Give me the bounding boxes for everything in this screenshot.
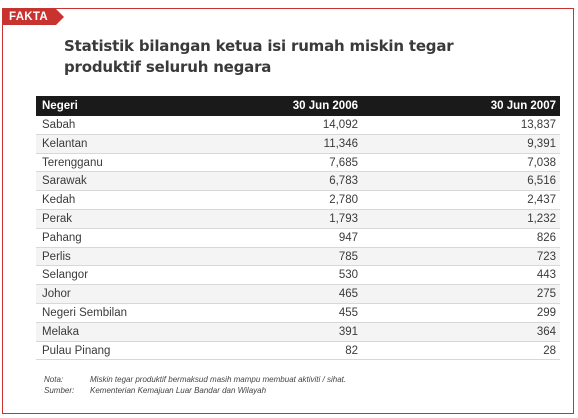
source-line: Sumber: Kementerian Kemajuan Luar Bandar …	[44, 385, 524, 396]
state-cell: Pulau Pinang	[42, 344, 111, 357]
value-2006-cell: 465	[338, 288, 358, 301]
value-2006-cell: 785	[338, 250, 358, 263]
value-2007-cell: 1,232	[527, 212, 556, 225]
value-2006-cell: 455	[338, 306, 358, 319]
value-2007-cell: 299	[536, 306, 556, 319]
table-row: Pulau Pinang 82 28	[36, 342, 560, 361]
value-2006-cell: 391	[338, 325, 358, 338]
value-2007-cell: 6,516	[527, 175, 556, 188]
state-cell: Terengganu	[42, 156, 103, 169]
table-row: Johor 465 275	[36, 285, 560, 304]
state-cell: Melaka	[42, 325, 80, 338]
value-2006-cell: 82	[345, 344, 358, 357]
table-body: Sabah 14,092 13,837 Kelantan 11,346 9,391 Tere…	[36, 116, 560, 361]
footnotes: Nota: Miskin tegar produktif bermaksud ma…	[44, 374, 524, 396]
note-text: Miskin tegar produktif bermaksud masih m…	[90, 375, 347, 384]
state-cell: Perlis	[42, 250, 71, 263]
title-line-1: Statistik bilangan ketua isi rumah miski…	[64, 37, 454, 55]
table-row: Selangor 530 443	[36, 266, 560, 286]
table-row: Negeri Sembilan 455 299	[36, 304, 560, 323]
value-2007-cell: 275	[536, 288, 556, 301]
table-row: Sabah 14,092 13,837	[36, 116, 560, 135]
state-cell: Perak	[42, 212, 73, 225]
table-header: Negeri 30 Jun 2006 30 Jun 2007	[36, 96, 560, 116]
value-2007-cell: 13,837	[520, 119, 556, 131]
state-cell: Sabah	[42, 119, 76, 131]
table-row: Kelantan 11,346 9,391	[36, 134, 560, 154]
state-cell: Kelantan	[42, 137, 88, 150]
state-cell: Sarawak	[42, 175, 87, 188]
value-2006-cell: 947	[338, 231, 358, 244]
state-cell: Selangor	[42, 269, 89, 282]
table-row: Perlis 785 723	[36, 247, 560, 267]
infographic-title: Statistik bilangan ketua isi rumah miski…	[64, 36, 484, 78]
value-2007-cell: 2,437	[527, 194, 556, 207]
header-2007: 30 Jun 2007	[490, 100, 556, 112]
table-row: Kedah 2,780 2,437	[36, 191, 560, 210]
table-row: Terengganu 7,685 7,038	[36, 154, 560, 173]
header-negeri: Negeri	[42, 100, 78, 112]
source-text: Kementerian Kemajuan Luar Bandar dan Wil…	[90, 386, 267, 395]
value-2007-cell: 723	[536, 250, 556, 263]
table-row: Melaka 391 364	[36, 322, 560, 342]
note-label: Nota:	[44, 375, 64, 384]
table-row: Sarawak 6,783 6,516	[36, 172, 560, 192]
fakta-tag: FAKTA	[3, 9, 64, 25]
value-2006-cell: 7,685	[329, 156, 358, 169]
value-2006-cell: 1,793	[329, 212, 358, 225]
value-2007-cell: 364	[536, 325, 556, 338]
table-row: Perak 1,793 1,232	[36, 209, 560, 229]
infographic-frame: FAKTA	[2, 8, 574, 414]
header-2006: 30 Jun 2006	[292, 100, 358, 112]
value-2006-cell: 14,092	[322, 119, 358, 131]
value-2006-cell: 6,783	[329, 175, 358, 188]
state-cell: Pahang	[42, 231, 82, 244]
statistics-table: Negeri 30 Jun 2006 30 Jun 2007 Sabah 14,0…	[36, 96, 560, 361]
source-label: Sumber:	[44, 386, 75, 395]
state-cell: Kedah	[42, 194, 76, 207]
value-2006-cell: 530	[338, 269, 358, 282]
value-2006-cell: 2,780	[329, 194, 358, 207]
value-2007-cell: 826	[536, 231, 556, 244]
value-2006-cell: 11,346	[323, 137, 358, 150]
state-cell: Negeri Sembilan	[42, 306, 128, 319]
state-cell: Johor	[42, 288, 71, 301]
note-line: Nota: Miskin tegar produktif bermaksud ma…	[44, 374, 524, 385]
table-row: Pahang 947 826	[36, 229, 560, 248]
value-2007-cell: 9,391	[527, 137, 556, 150]
value-2007-cell: 443	[536, 269, 556, 282]
value-2007-cell: 28	[543, 344, 556, 357]
value-2007-cell: 7,038	[527, 156, 556, 169]
title-line-2: produktif seluruh negara	[64, 58, 272, 76]
